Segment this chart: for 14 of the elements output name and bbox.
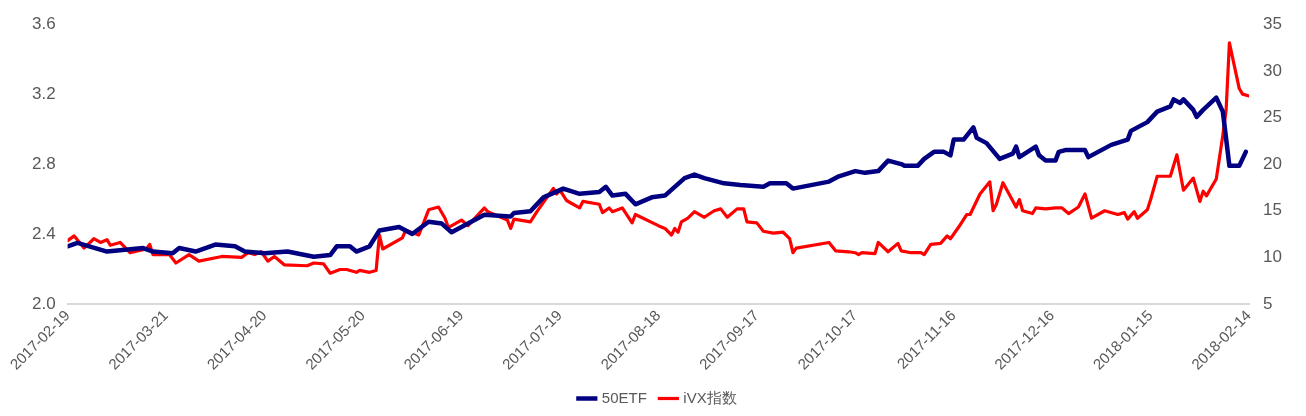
y-tick-label: 3.6 [31,13,56,33]
y-tick-label: 3.2 [31,83,56,103]
y-tick-label: 2.4 [31,223,56,243]
y-tick-label: 2.8 [31,153,56,173]
y2-tick-label: 15 [1263,200,1283,220]
y2-tick-label: 20 [1263,153,1283,173]
legend-label: iVX指数 [683,388,737,406]
y2-tick-label: 25 [1263,107,1283,127]
legend-label: 50ETF [601,388,647,406]
y-tick-label: 2.0 [31,293,56,313]
y2-tick-label: 10 [1263,247,1283,267]
y2-tick-label: 30 [1263,60,1283,80]
y2-tick-label: 35 [1263,13,1283,33]
y2-tick-label: 5 [1263,293,1273,313]
